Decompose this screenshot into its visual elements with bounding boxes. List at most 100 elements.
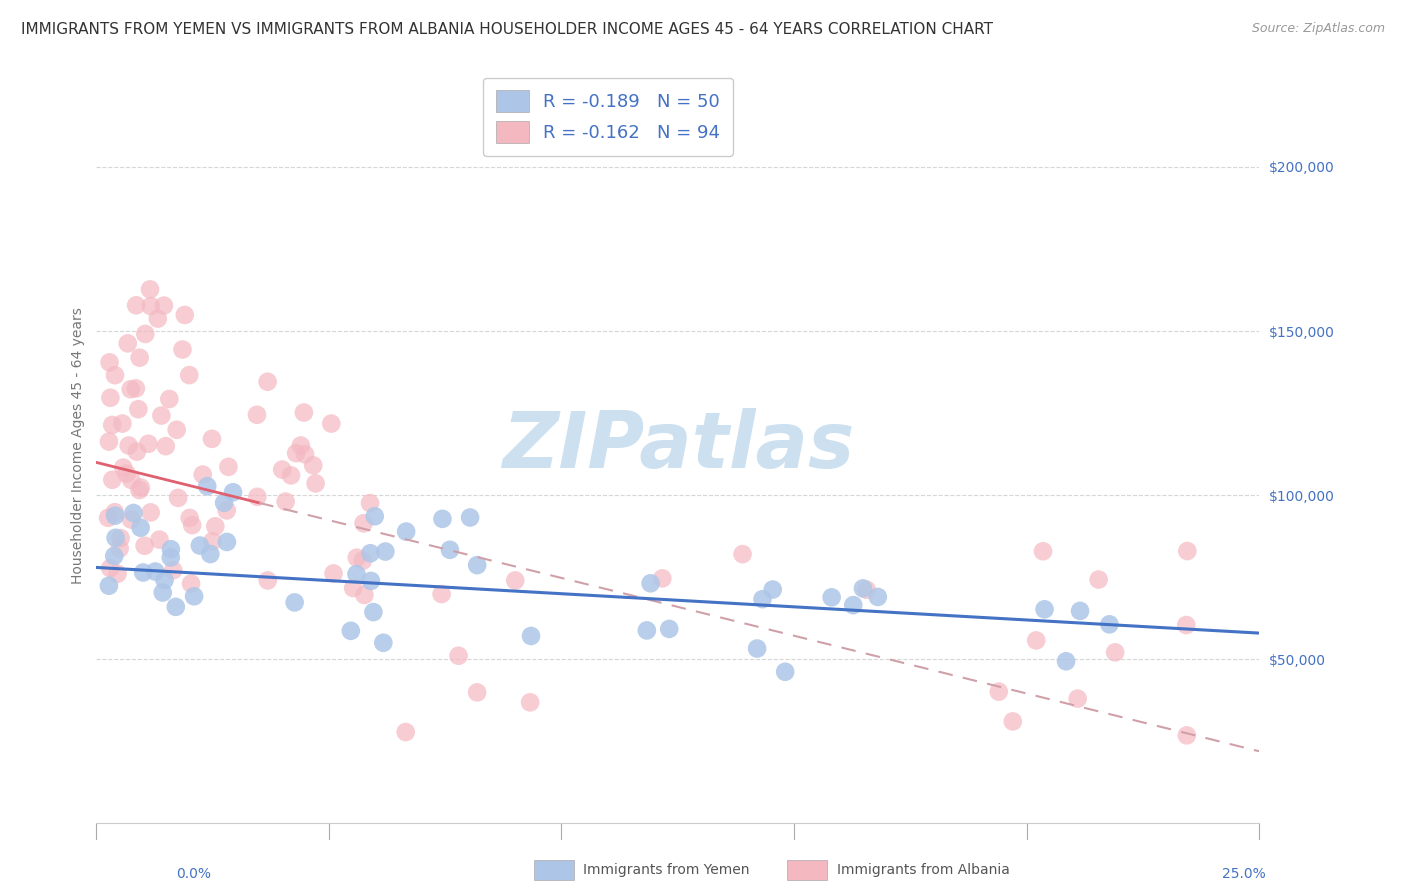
Point (447, 648, 470, 663)
Point (120, 512, 142, 526)
Point (212, 496, 235, 510)
Point (364, 509, 387, 524)
Point (1054, 654, 1077, 668)
Y-axis label: Householder Income Ages 45 - 64 years: Householder Income Ages 45 - 64 years (72, 308, 86, 584)
Point (117, 336, 139, 351)
Point (217, 459, 239, 474)
Point (395, 524, 418, 539)
Point (290, 438, 312, 452)
Point (115, 467, 138, 481)
Point (195, 479, 218, 493)
Point (439, 542, 461, 557)
Point (773, 665, 796, 679)
Point (342, 581, 364, 595)
Point (112, 460, 135, 475)
Point (346, 550, 368, 565)
Point (101, 417, 124, 432)
Point (321, 417, 343, 431)
Point (136, 437, 159, 451)
Point (104, 368, 127, 383)
Text: ZIPatlas: ZIPatlas (502, 408, 853, 484)
Point (256, 574, 278, 588)
Point (1025, 633, 1047, 648)
Point (374, 544, 396, 558)
Point (246, 408, 269, 422)
Point (181, 518, 204, 533)
Point (166, 423, 188, 437)
Point (132, 566, 155, 580)
Point (353, 516, 375, 531)
Point (274, 494, 297, 508)
Point (651, 571, 673, 585)
Point (1001, 714, 1024, 729)
Point (458, 510, 481, 524)
Point (139, 505, 162, 519)
Point (188, 539, 211, 553)
Text: 0.0%: 0.0% (176, 867, 211, 881)
Point (167, 491, 190, 505)
Text: IMMIGRANTS FROM YEMEN VS IMMIGRANTS FROM ALBANIA HOUSEHOLDER INCOME AGES 45 - 64: IMMIGRANTS FROM YEMEN VS IMMIGRANTS FROM… (21, 22, 993, 37)
Point (160, 542, 183, 557)
Point (855, 582, 877, 597)
Text: Immigrants from Yemen: Immigrants from Yemen (583, 863, 749, 877)
Point (751, 592, 773, 607)
Point (120, 382, 142, 396)
Point (322, 566, 344, 581)
Point (246, 490, 269, 504)
Point (148, 533, 170, 547)
Point (201, 534, 224, 549)
Point (346, 567, 368, 582)
Point (143, 565, 166, 579)
Point (127, 402, 149, 417)
Point (842, 598, 865, 612)
Point (97, 434, 120, 449)
Point (359, 546, 381, 560)
Point (125, 444, 148, 458)
Point (465, 685, 488, 699)
Point (98, 355, 121, 369)
Point (1033, 602, 1056, 616)
Point (519, 695, 541, 709)
Point (395, 725, 418, 739)
Point (200, 547, 222, 561)
Text: 25.0%: 25.0% (1222, 867, 1265, 881)
Point (179, 511, 201, 525)
Point (373, 636, 395, 650)
Point (215, 535, 238, 549)
Point (294, 447, 316, 461)
Point (111, 417, 134, 431)
Point (103, 549, 125, 563)
Point (146, 311, 169, 326)
Point (640, 576, 662, 591)
Point (97, 579, 120, 593)
Point (97, 511, 120, 525)
Point (100, 391, 122, 405)
Point (292, 405, 315, 419)
Point (153, 299, 176, 313)
Point (134, 539, 156, 553)
Point (183, 589, 205, 603)
Point (852, 582, 875, 596)
Point (128, 483, 150, 497)
Point (430, 587, 453, 601)
Point (520, 629, 543, 643)
Point (762, 582, 785, 597)
Point (125, 298, 148, 312)
Point (731, 547, 754, 561)
Point (128, 351, 150, 365)
Point (1098, 617, 1121, 632)
Point (866, 590, 889, 604)
Point (172, 343, 194, 357)
Point (271, 462, 294, 476)
Point (150, 409, 173, 423)
Text: Immigrants from Albania: Immigrants from Albania (837, 863, 1010, 877)
Point (159, 550, 181, 565)
Point (201, 432, 224, 446)
Point (110, 531, 132, 545)
Point (165, 599, 187, 614)
Point (340, 624, 363, 638)
Point (98, 561, 121, 575)
Point (256, 375, 278, 389)
Point (191, 467, 214, 482)
Point (465, 558, 488, 573)
